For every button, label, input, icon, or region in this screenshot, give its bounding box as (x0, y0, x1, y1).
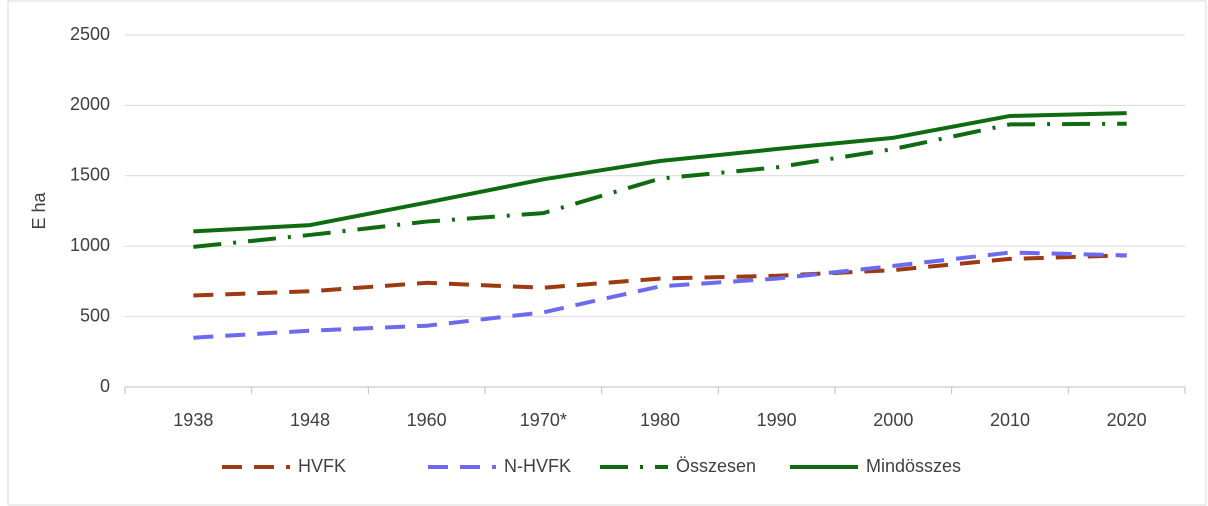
legend-label: N-HVFK (504, 456, 571, 476)
series-line (193, 111, 1127, 234)
x-tick-label: 1938 (173, 410, 213, 430)
legend-label: Mindösszes (866, 456, 961, 476)
series-line (193, 121, 1127, 249)
y-tick-label: 1000 (70, 235, 110, 255)
legend-label: HVFK (298, 456, 346, 476)
x-tick-label: 1980 (640, 410, 680, 430)
x-tick-label: 2020 (1107, 410, 1147, 430)
y-axis-label: E ha (29, 191, 49, 229)
series-line (193, 253, 1127, 298)
y-tick-label: 0 (100, 376, 110, 396)
y-tick-label: 2000 (70, 94, 110, 114)
series-line (193, 250, 1127, 340)
x-tick-label: 1948 (290, 410, 330, 430)
x-tick-label: 1990 (757, 410, 797, 430)
x-tick-label: 2010 (990, 410, 1030, 430)
y-tick-label: 2500 (70, 24, 110, 44)
y-tick-label: 500 (80, 305, 110, 325)
y-tick-label: 1500 (70, 165, 110, 185)
x-tick-label: 1970* (520, 410, 567, 430)
x-tick-label: 2000 (873, 410, 913, 430)
legend-label: Összesen (676, 456, 756, 476)
x-tick-label: 1960 (407, 410, 447, 430)
